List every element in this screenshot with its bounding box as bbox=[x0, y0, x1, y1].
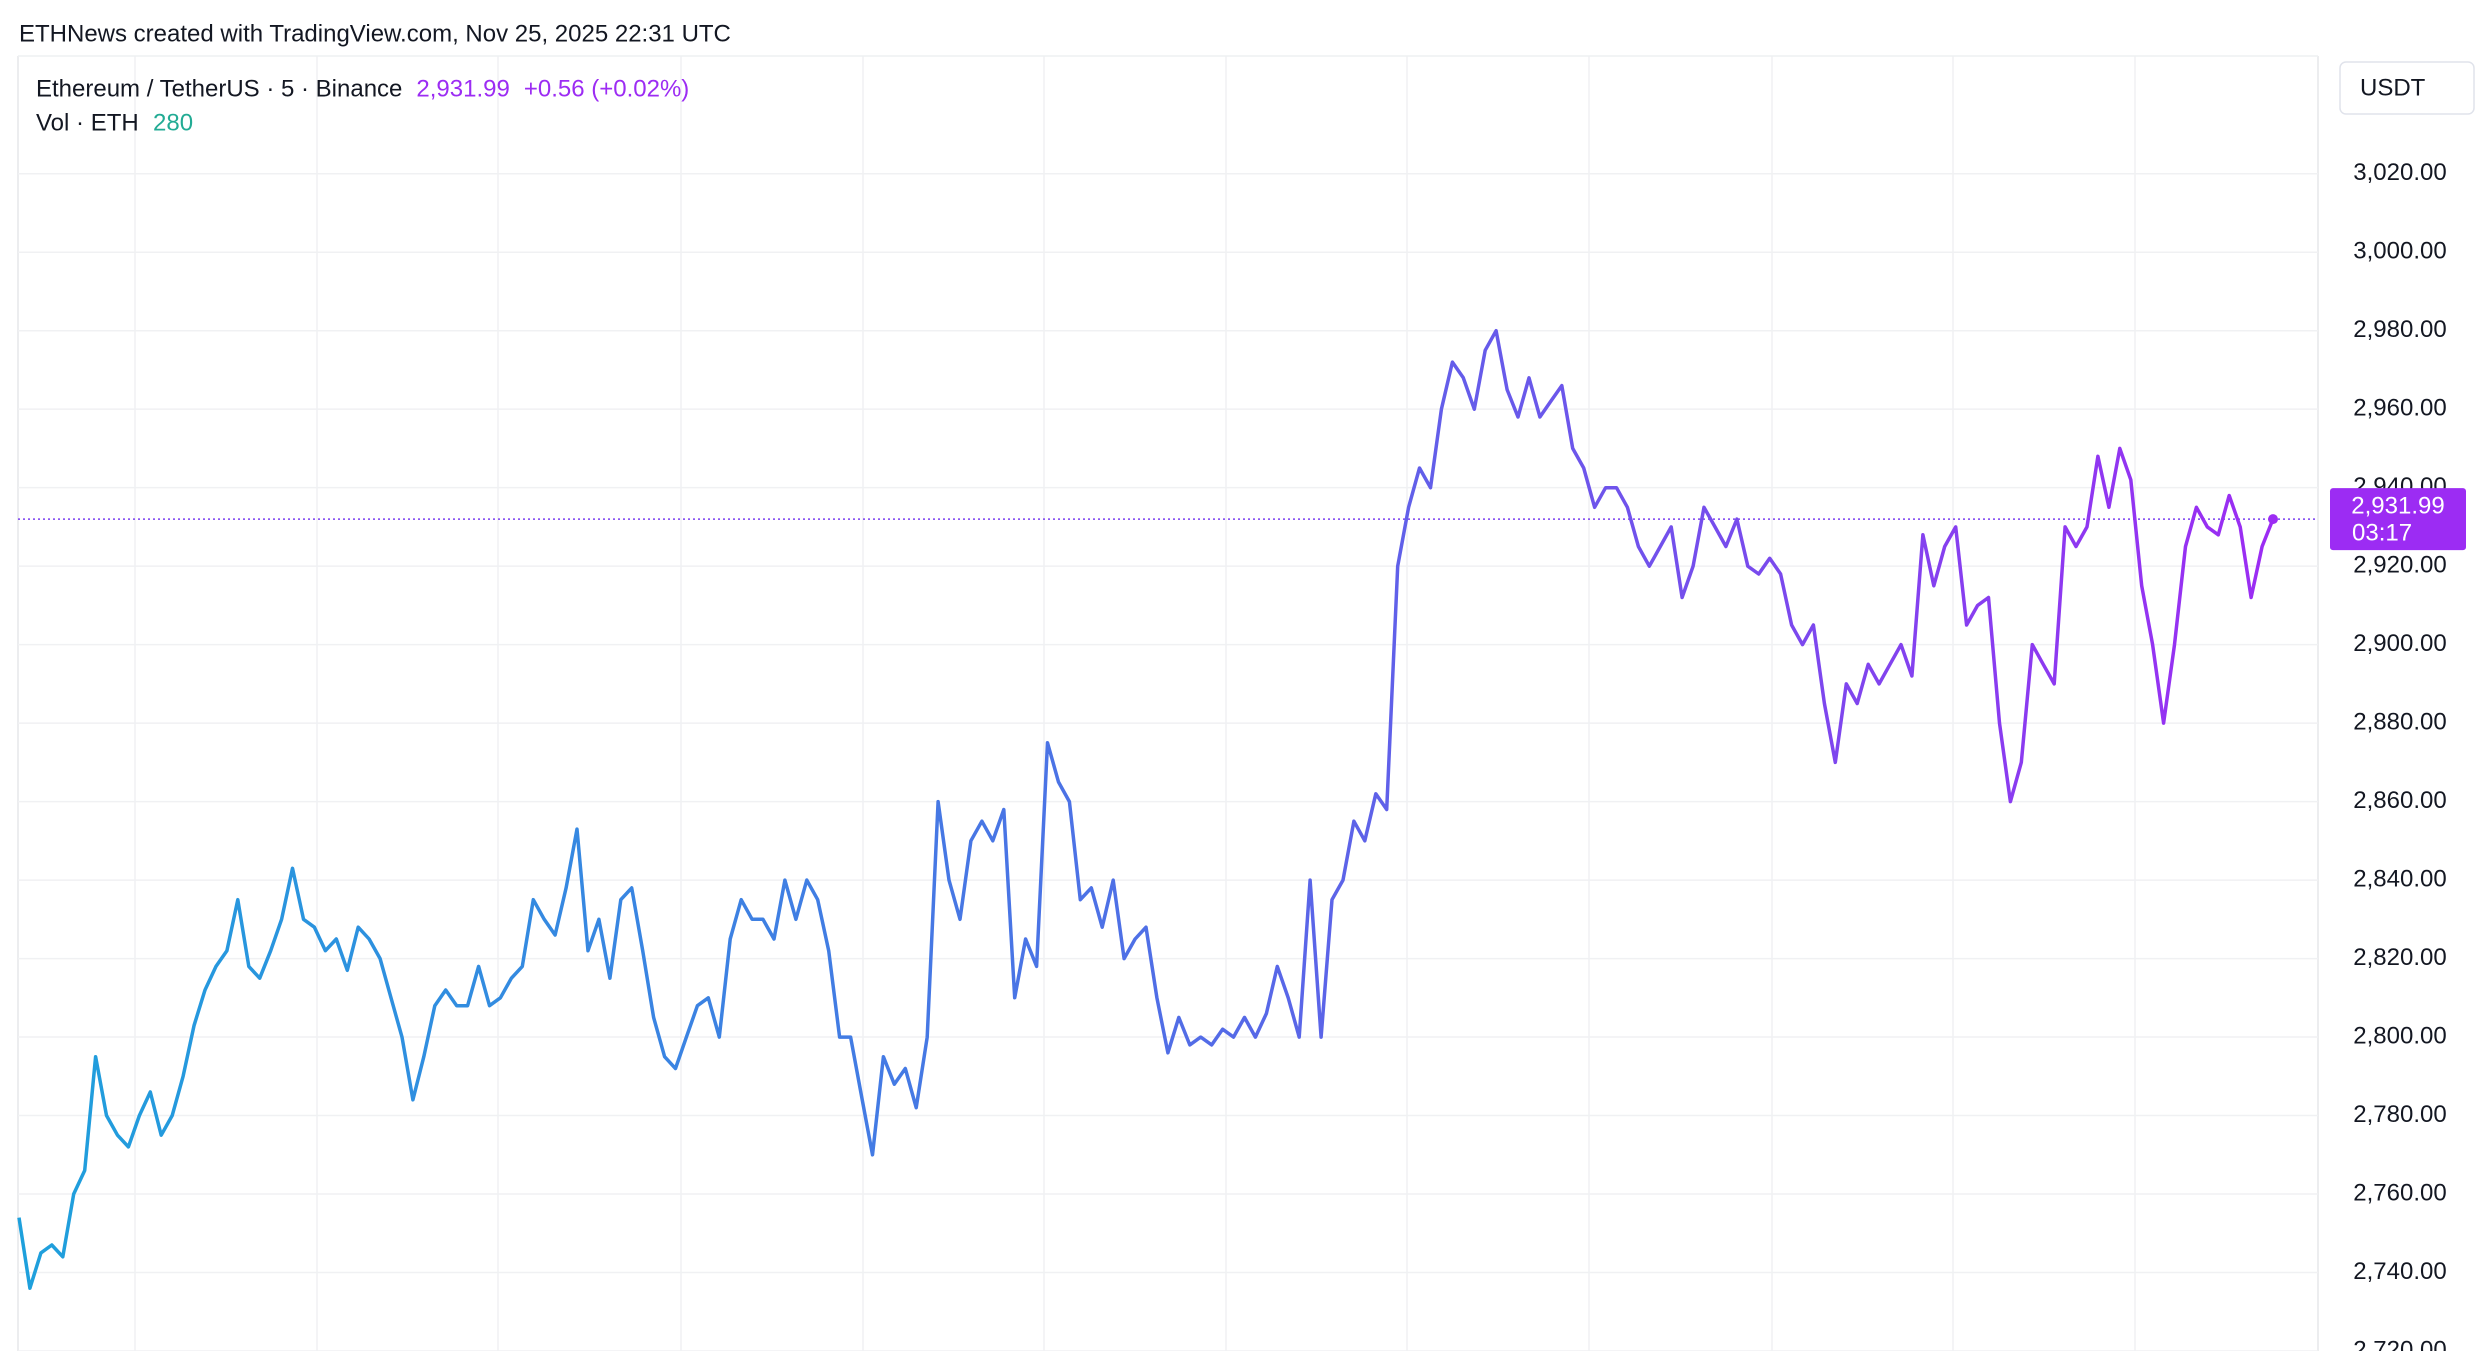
y-tick-label: 2,960.00 bbox=[2353, 395, 2446, 422]
currency-button[interactable] bbox=[2339, 61, 2475, 115]
volume-value: 280 bbox=[153, 109, 193, 136]
symbol: Ethereum / TetherUS · 5 · Binance bbox=[36, 75, 402, 102]
plot bbox=[17, 328, 2318, 1290]
y-tick-label: 2,820.00 bbox=[2353, 944, 2446, 971]
y-tick-label: 3,020.00 bbox=[2353, 159, 2446, 186]
legend-change: +0.56 (+0.02%) bbox=[524, 75, 689, 102]
last-price-box bbox=[2330, 488, 2466, 551]
y-axis: 2,720.00 2,740.00 2,760.00 2,780.00 2,800.00… bbox=[2353, 159, 2446, 1351]
y-tick-label: 3,000.00 bbox=[2353, 238, 2446, 265]
y-tick-label: 2,760.00 bbox=[2353, 1179, 2446, 1206]
price-line bbox=[17, 328, 2275, 1290]
last-point bbox=[2268, 514, 2278, 525]
y-tick-label: 2,780.00 bbox=[2353, 1101, 2446, 1128]
vertical-grid bbox=[134, 56, 2136, 1351]
y-tick-label: 2,980.00 bbox=[2353, 316, 2446, 343]
y-tick-label: 2,900.00 bbox=[2353, 630, 2446, 657]
last-price-label: 2,931.99 bbox=[2351, 492, 2444, 519]
y-tick-label: 2,800.00 bbox=[2353, 1022, 2446, 1049]
currency-label[interactable]: USDT bbox=[2360, 74, 2426, 101]
y-tick-label: 2,920.00 bbox=[2353, 551, 2446, 578]
volume-label: Vol · ETH bbox=[36, 109, 139, 136]
legend-price: 2,931.99 bbox=[416, 75, 509, 102]
y-tick-label: 2,840.00 bbox=[2353, 865, 2446, 892]
y-tick-label: 2,740.00 bbox=[2353, 1258, 2446, 1285]
y-tick-label: 2,860.00 bbox=[2353, 787, 2446, 814]
countdown: 03:17 bbox=[2352, 519, 2412, 546]
header-title: ETHNews created with TradingView.com, No… bbox=[19, 20, 731, 47]
y-tick-label: 2,880.00 bbox=[2353, 708, 2446, 735]
y-tick-label: 2,720.00 bbox=[2353, 1336, 2446, 1351]
